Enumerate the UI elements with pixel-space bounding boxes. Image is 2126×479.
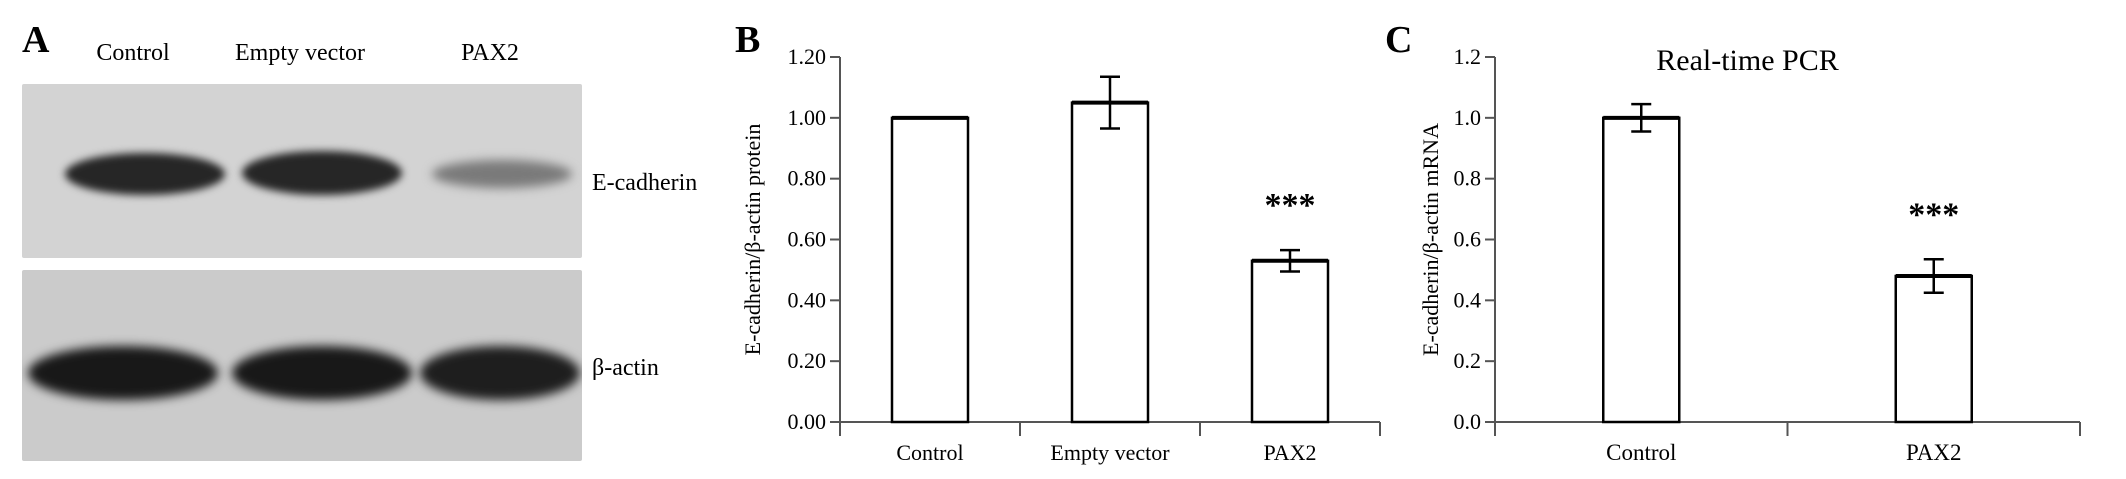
y-tick-label: 0.40 <box>788 287 827 312</box>
bar-empty-vector <box>1070 101 1150 424</box>
bar-pax2 <box>1250 259 1330 424</box>
western-blot-e-cadherin <box>22 84 582 258</box>
panel-a-letter: A <box>22 19 50 61</box>
y-tick-label: 0.2 <box>1454 348 1482 373</box>
blot-band-e-cadherin-control <box>65 153 225 195</box>
blot-band-e-cadherin-pax2 <box>432 160 572 188</box>
y-tick-label: 1.00 <box>788 105 827 130</box>
blot-band-e-cadherin-empty-vector <box>242 151 402 195</box>
bar-control <box>890 116 970 424</box>
western-blot-beta-actin <box>22 270 582 461</box>
lane-label-control: Control <box>96 40 170 66</box>
blot-band-beta-actin-empty-vector <box>232 346 412 400</box>
significance-annotation: *** <box>1908 196 1959 233</box>
y-axis-label: E-cadherin/β-actin protein <box>740 124 765 356</box>
lane-label-pax2: PAX2 <box>461 40 519 66</box>
y-tick-label: 0.8 <box>1454 166 1482 191</box>
significance-annotation: *** <box>1265 187 1316 224</box>
x-category-label: PAX2 <box>1906 440 1961 465</box>
x-category-label: Empty vector <box>1050 440 1170 465</box>
y-axis-label: E-cadherin/β-actin mRNA <box>1418 123 1443 356</box>
blot-label-beta-actin: β-actin <box>592 355 659 381</box>
blot-band-beta-actin-control <box>28 346 218 400</box>
x-category-label: Control <box>896 440 963 465</box>
y-tick-label: 0.0 <box>1454 409 1482 434</box>
y-tick-label: 1.0 <box>1454 105 1482 130</box>
panel-b-letter: B <box>735 19 761 61</box>
x-category-label: PAX2 <box>1264 440 1317 465</box>
y-tick-label: 0.4 <box>1454 287 1482 312</box>
blot-label-e-cadherin: E-cadherin <box>592 170 698 196</box>
blot-band-beta-actin-pax2 <box>420 346 580 400</box>
y-tick-label: 0.20 <box>788 348 827 373</box>
chart-title: Real-time PCR <box>1656 44 1839 77</box>
y-tick-label: 0.60 <box>788 227 827 252</box>
y-tick-label: 1.20 <box>788 44 827 69</box>
chart-c <box>1485 56 2081 436</box>
chart-b <box>830 56 1381 436</box>
bar-pax2 <box>1894 274 1973 424</box>
panel-c-letter: C <box>1385 19 1413 61</box>
y-tick-label: 0.00 <box>788 409 827 434</box>
lane-label-empty-vector: Empty vector <box>235 40 365 66</box>
y-tick-label: 0.6 <box>1454 227 1482 252</box>
x-category-label: Control <box>1606 440 1676 465</box>
bar-control <box>1602 116 1681 424</box>
y-tick-label: 1.2 <box>1454 44 1482 69</box>
y-tick-label: 0.80 <box>788 166 827 191</box>
